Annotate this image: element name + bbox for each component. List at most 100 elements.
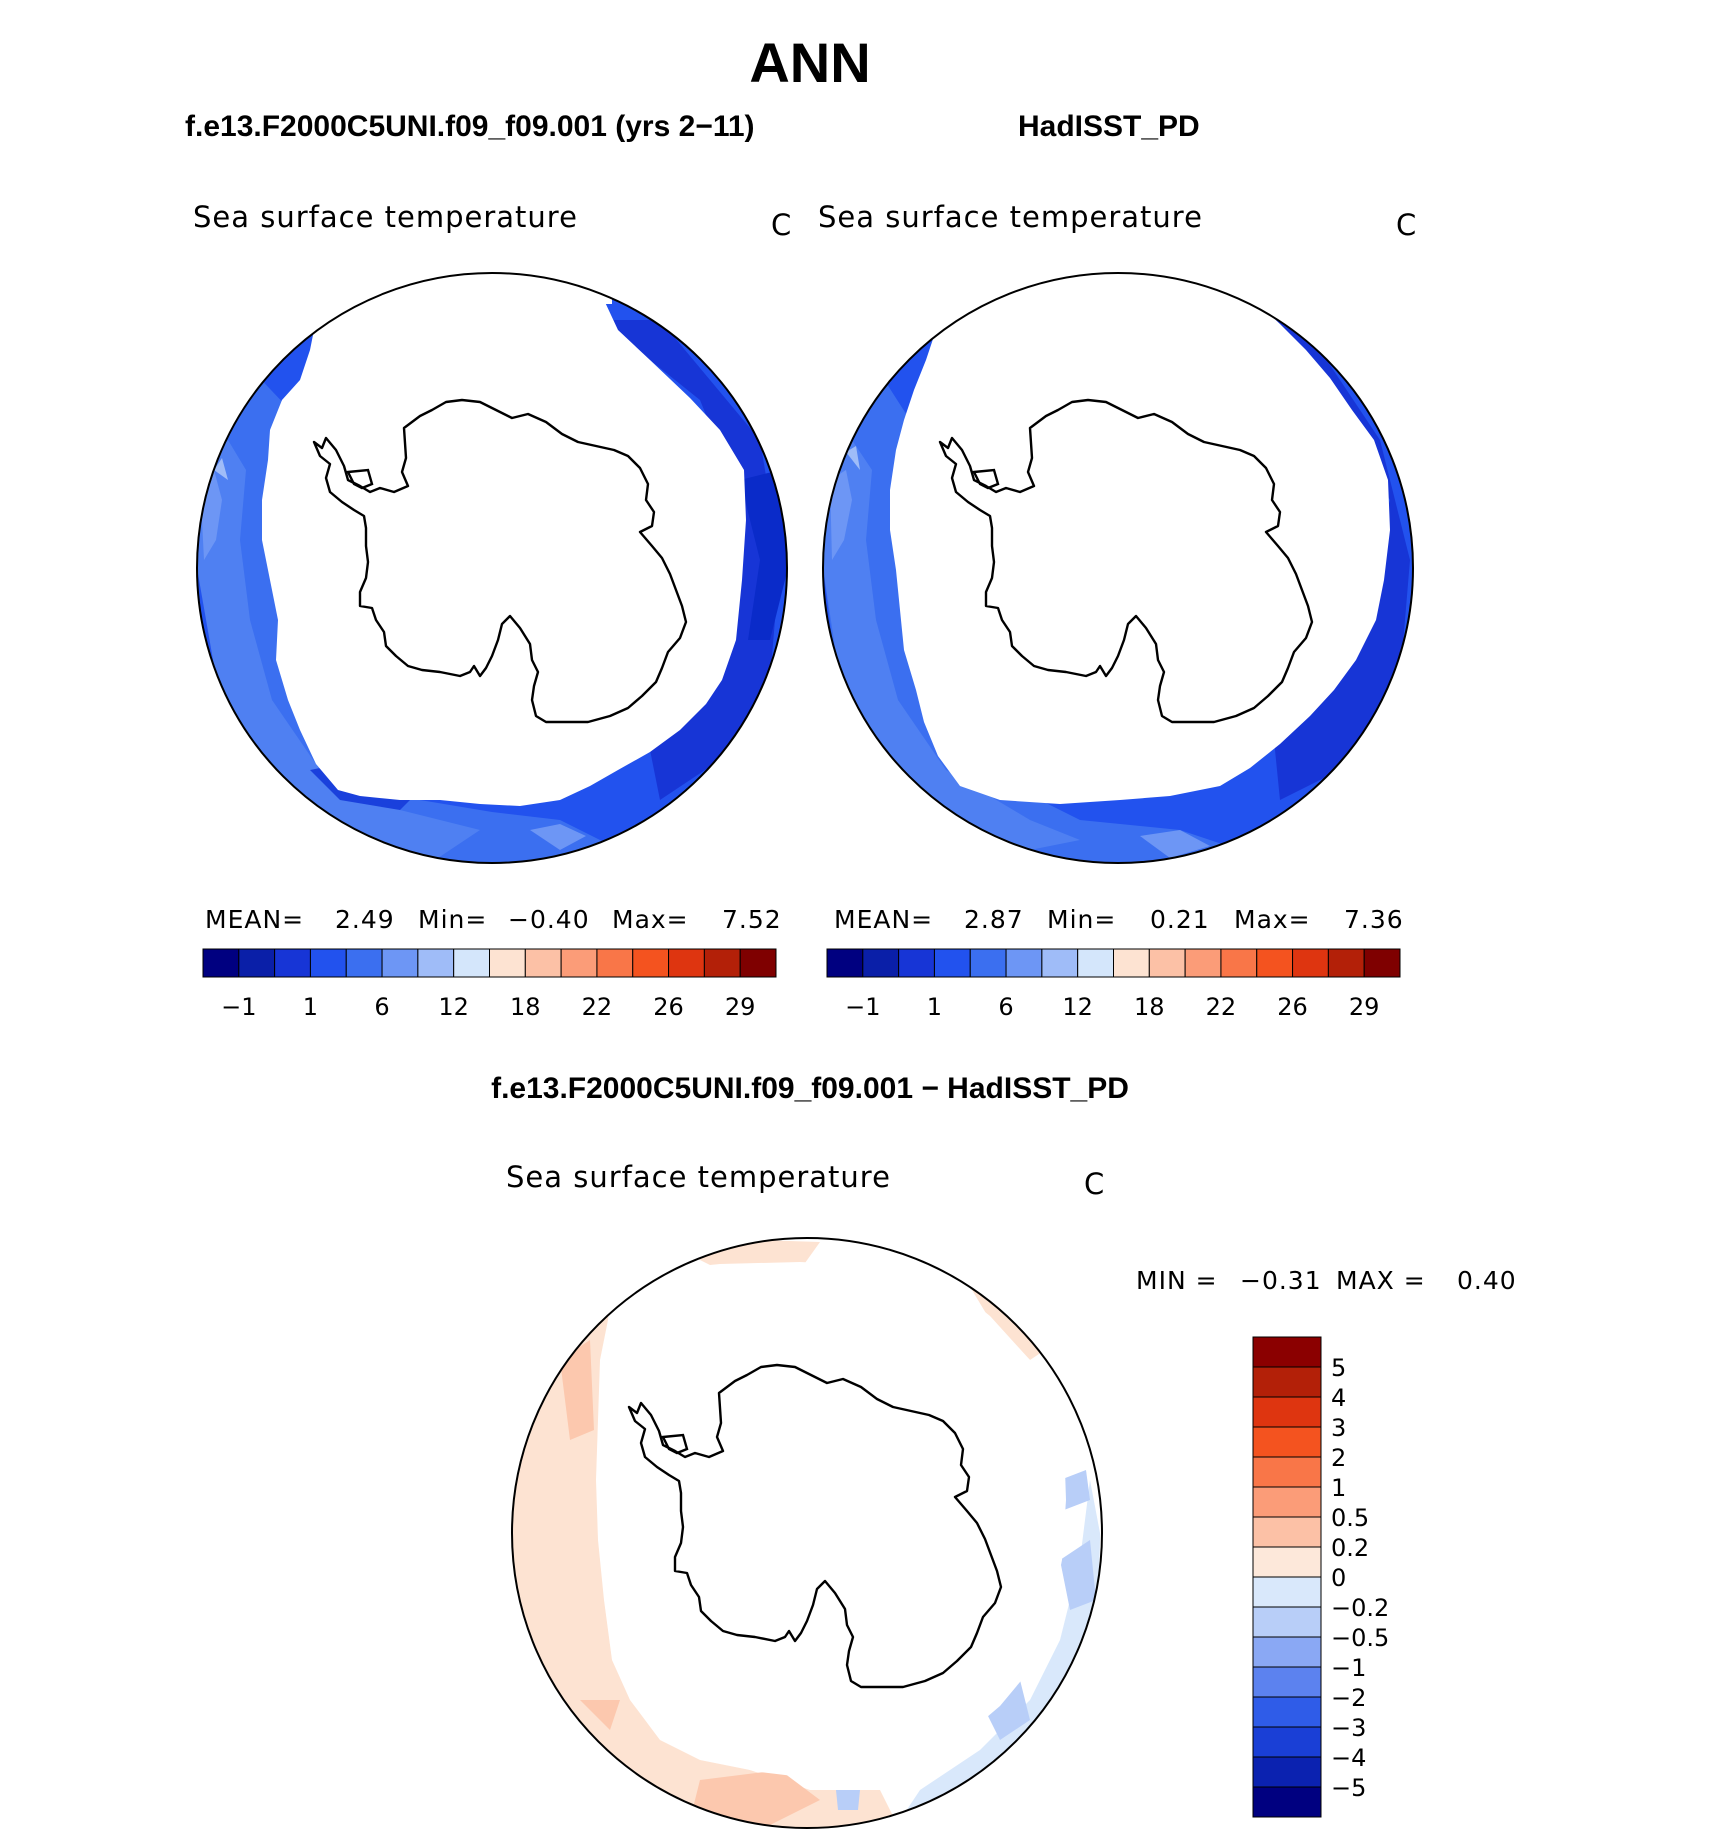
panel3-max-value: 0.40 [1457, 1266, 1517, 1295]
colorbar-swatch [381, 948, 419, 978]
panel1-units: C [771, 208, 793, 242]
panel2-colorbar: −1 1 6 12 18 22 26 29 [826, 948, 1401, 1021]
colorbar-swatch [1252, 1576, 1322, 1608]
colorbar-tick-label: −3 [1331, 1714, 1366, 1742]
colorbar-tick-label: 1 [1331, 1474, 1346, 1502]
panel1-max-label: Max= [612, 905, 689, 934]
colorbar-swatch [1252, 1726, 1322, 1758]
panel2-mean-value: 2.87 [964, 905, 1024, 934]
colorbar-swatch [1292, 948, 1329, 978]
colorbar-tick-label: 0.5 [1331, 1504, 1369, 1532]
colorbar-swatch [1327, 948, 1365, 978]
colorbar-swatch [1220, 948, 1258, 978]
case2-title: HadISST_PD [1018, 110, 1200, 143]
colorbar-swatch [1184, 948, 1222, 978]
colorbar-swatch [489, 948, 526, 978]
panel3-map [511, 1237, 1103, 1829]
colorbar-tick-label: 29 [725, 993, 756, 1021]
colorbar-tick-label: −1 [1331, 1654, 1366, 1682]
panel1-min-label: Min= [418, 905, 488, 934]
colorbar-swatch [238, 948, 276, 978]
colorbar-tick-label: 3 [1331, 1414, 1346, 1442]
colorbar-swatch [703, 948, 741, 978]
colorbar-tick-label: −0.5 [1331, 1624, 1389, 1652]
colorbar-swatch [739, 948, 777, 978]
colorbar-swatch [417, 948, 455, 978]
colorbar-swatch [1252, 1546, 1322, 1578]
colorbar-tick-label: 0 [1331, 1564, 1346, 1592]
colorbar-swatch [1148, 948, 1186, 978]
colorbar-swatch [1252, 1456, 1322, 1488]
colorbar-swatch [1252, 1696, 1322, 1728]
panel2-max-label: Max= [1234, 905, 1311, 934]
colorbar-swatch [560, 948, 598, 978]
panel1-colorbar: −1 1 6 12 18 22 26 29 [202, 948, 777, 1021]
colorbar-tick-label: 6 [998, 993, 1013, 1021]
panel1-variable-name: Sea surface temperature [193, 200, 578, 234]
colorbar-swatch [596, 948, 634, 978]
colorbar-swatch [1252, 1636, 1322, 1668]
colorbar-swatch [1252, 1366, 1322, 1398]
panel2-variable-name: Sea surface temperature [818, 200, 1203, 234]
colorbar-tick-label: 4 [1331, 1384, 1346, 1412]
panel1-map [196, 272, 788, 864]
colorbar-swatch [1252, 1756, 1322, 1788]
colorbar-swatch [1256, 948, 1294, 978]
panel2-min-label: Min= [1047, 905, 1117, 934]
colorbar-tick-label: 26 [653, 993, 684, 1021]
colorbar-tick-label: 12 [438, 993, 469, 1021]
colorbar-tick-label: 29 [1349, 993, 1380, 1021]
colorbar-swatch [1041, 948, 1079, 978]
colorbar-tick-label: 18 [1134, 993, 1165, 1021]
colorbar-swatch [202, 948, 240, 978]
colorbar-swatch [933, 948, 971, 978]
diff-title: f.e13.F2000C5UNI.f09_f09.001 − HadISST_P… [491, 1072, 1129, 1105]
colorbar-swatch [1252, 1606, 1322, 1638]
panel3-variable-name: Sea surface temperature [506, 1160, 891, 1194]
colorbar-swatch [632, 948, 670, 978]
colorbar-swatch [1363, 948, 1401, 978]
colorbar-swatch [309, 948, 347, 978]
colorbar-tick-label: 22 [1206, 993, 1237, 1021]
colorbar-swatch [1252, 1396, 1322, 1428]
panel3-min-value: −0.31 [1240, 1266, 1322, 1295]
colorbar-tick-label: 26 [1277, 993, 1308, 1021]
colorbar-swatch [969, 948, 1007, 978]
colorbar-tick-label: 18 [510, 993, 541, 1021]
colorbar-swatch [1113, 948, 1150, 978]
colorbar-tick-label: −5 [1331, 1774, 1366, 1802]
colorbar-tick-label: 5 [1331, 1354, 1346, 1382]
panel1-mean-label: MEAN= [205, 905, 305, 934]
colorbar-swatch [274, 948, 311, 978]
panel1-min-value: −0.40 [508, 905, 590, 934]
panel2-units: C [1396, 208, 1418, 242]
colorbar-swatch [1005, 948, 1043, 978]
panel1-max-value: 7.52 [722, 905, 782, 934]
colorbar-tick-label: 0.2 [1331, 1534, 1369, 1562]
colorbar-swatch [1252, 1336, 1322, 1368]
colorbar-tick-label: −1 [221, 993, 256, 1021]
colorbar-swatch [1252, 1426, 1322, 1458]
colorbar-tick-label: 6 [374, 993, 389, 1021]
colorbar-swatch [345, 948, 383, 978]
colorbar-swatch [1252, 1786, 1322, 1818]
colorbar-tick-label: 1 [927, 993, 942, 1021]
colorbar-swatch [826, 948, 864, 978]
panel2-mean-label: MEAN= [834, 905, 934, 934]
panel2-min-value: 0.21 [1150, 905, 1210, 934]
panel3-min-label: MIN = [1136, 1266, 1218, 1295]
panel2-map [822, 272, 1414, 864]
panel3-max-label: MAX = [1336, 1266, 1426, 1295]
colorbar-swatch [1252, 1516, 1322, 1548]
panel1-mean-value: 2.49 [335, 905, 395, 934]
panel3-units: C [1084, 1167, 1106, 1201]
colorbar-swatch [1252, 1666, 1322, 1698]
colorbar-tick-label: 1 [303, 993, 318, 1021]
colorbar-tick-label: 12 [1062, 993, 1093, 1021]
main-title: ANN [749, 31, 871, 94]
colorbar-swatch [1077, 948, 1114, 978]
colorbar-tick-label: −0.2 [1331, 1594, 1389, 1622]
case1-title: f.e13.F2000C5UNI.f09_f09.001 (yrs 2−11) [185, 110, 755, 143]
